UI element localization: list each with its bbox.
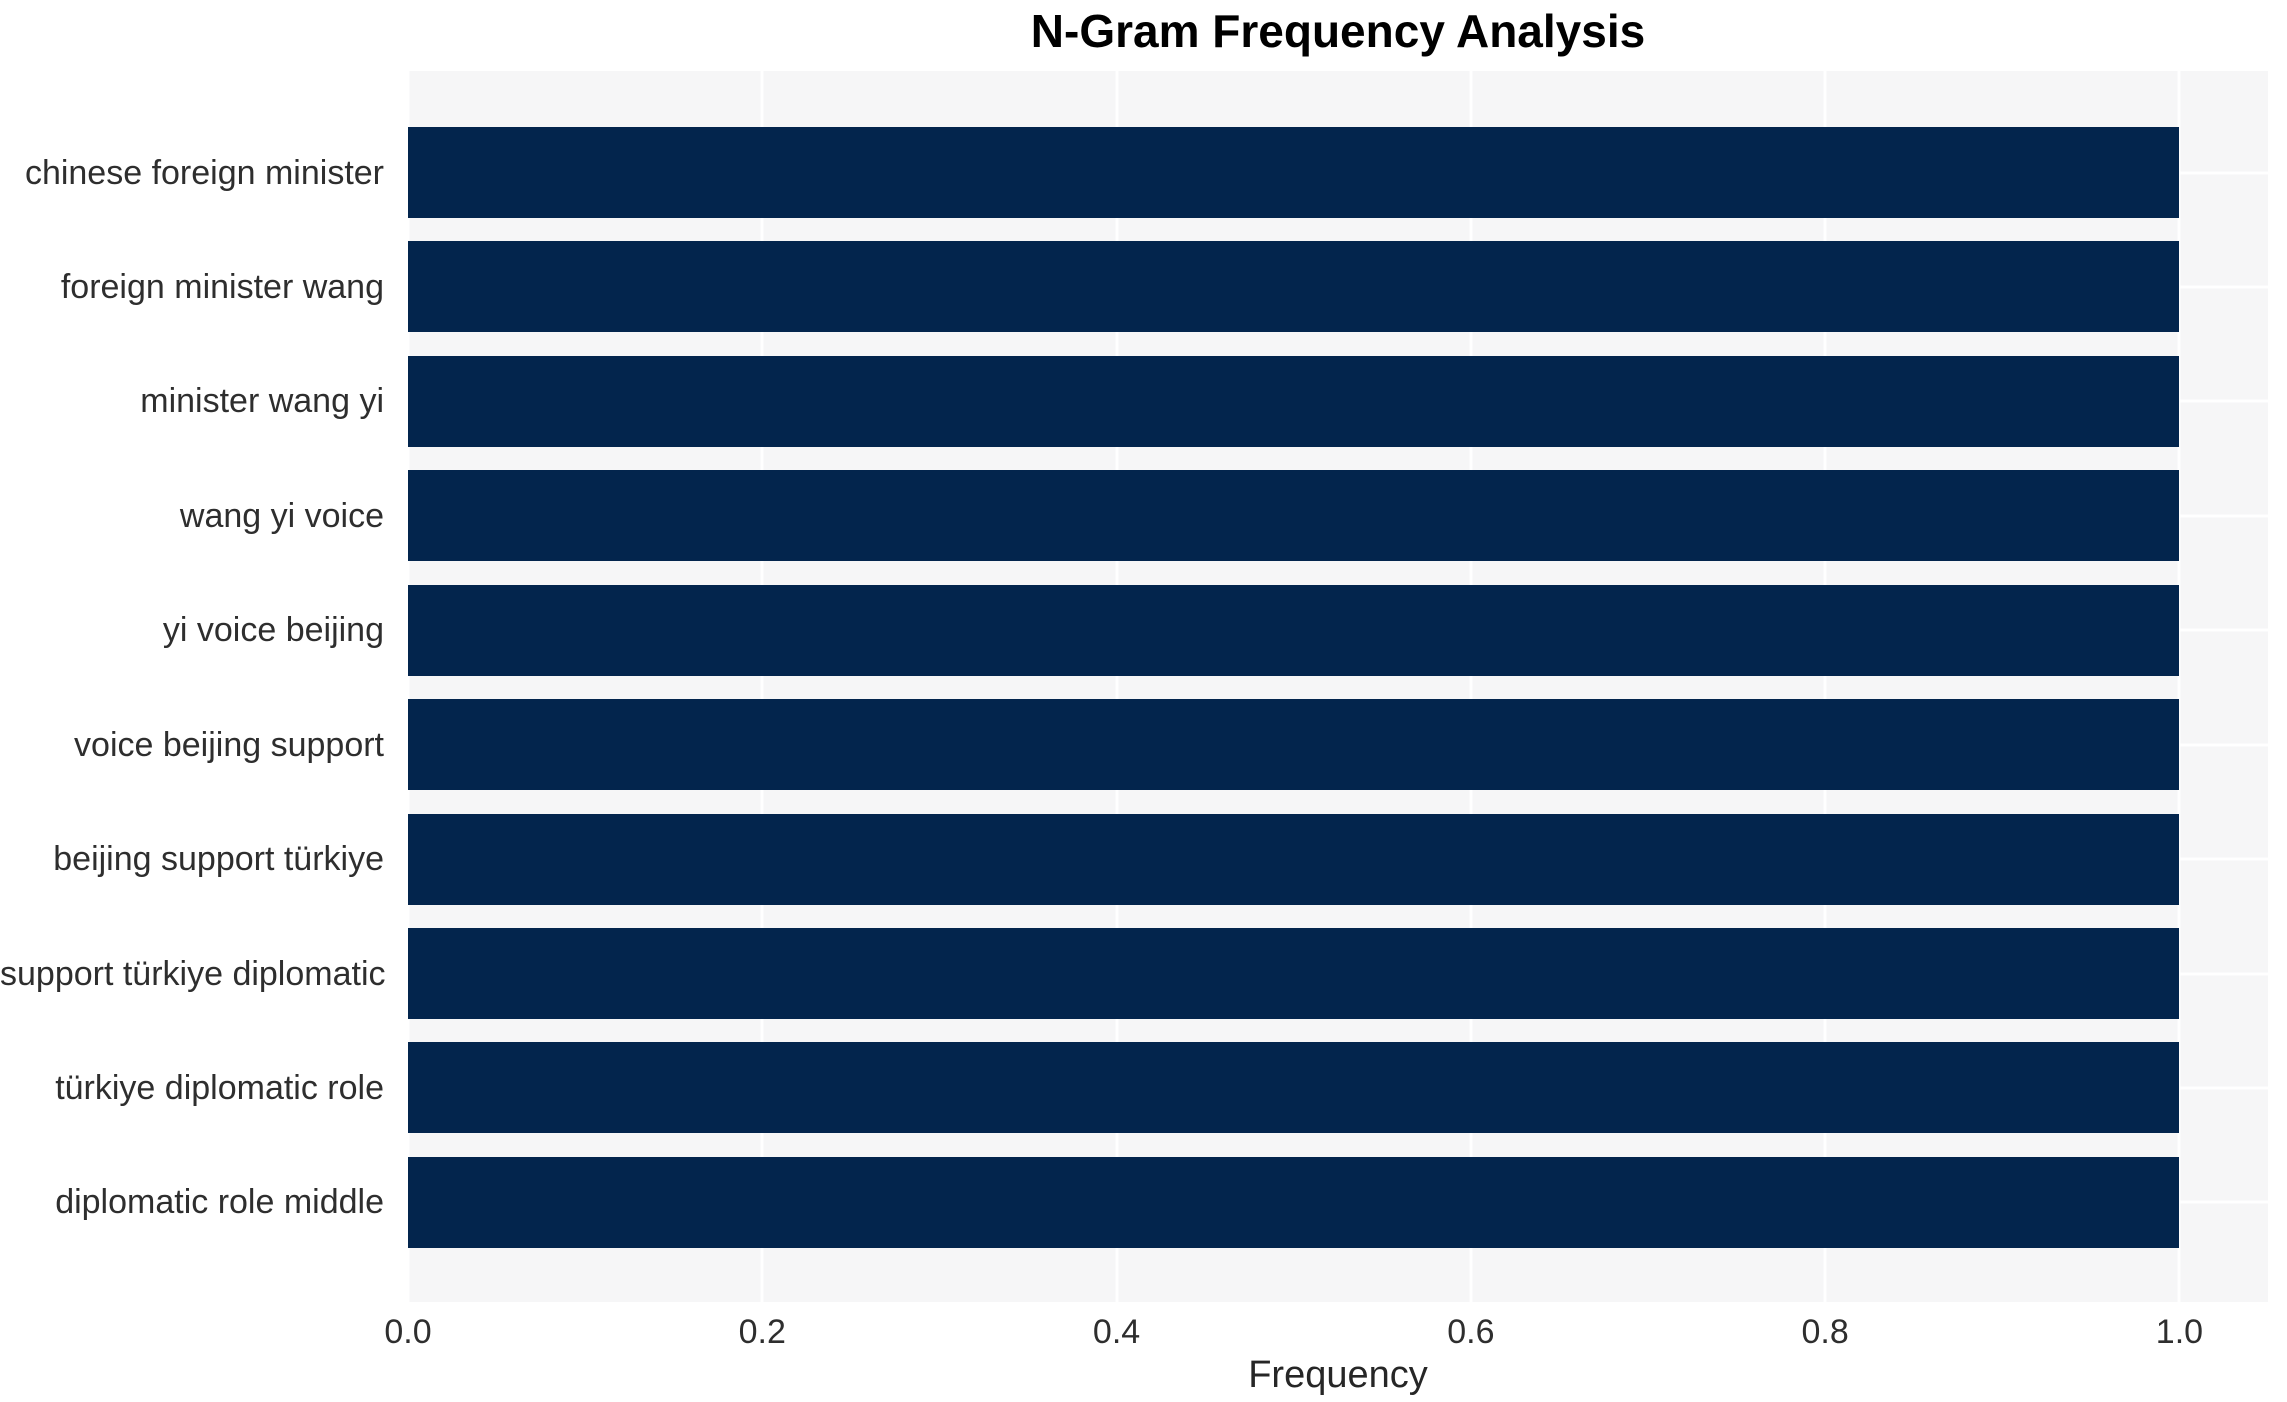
y-tick-label: beijing support türkiye	[53, 840, 384, 879]
x-gridline	[1823, 71, 1827, 1302]
bar	[408, 1156, 2180, 1248]
x-tick-label: 0.4	[1092, 1313, 1141, 1351]
x-gridline	[406, 71, 410, 1302]
y-axis-labels: chinese foreign minister foreign minister…	[0, 71, 396, 1302]
x-tick-label: 1.0	[2155, 1313, 2204, 1351]
y-tick-label: diplomatic role middle	[55, 1183, 384, 1222]
bar	[408, 699, 2180, 791]
bar	[408, 928, 2180, 1019]
x-gridline	[1469, 71, 1473, 1302]
x-gridline	[760, 71, 764, 1302]
y-tick-label: wang yi voice	[179, 496, 384, 535]
bar	[408, 355, 2180, 447]
x-tick-label: 0.6	[1447, 1313, 1495, 1351]
chart-title: N-Gram Frequency Analysis	[1030, 5, 1646, 57]
bar	[408, 584, 2180, 676]
y-tick-label: voice beijing support	[74, 725, 384, 764]
bar	[408, 127, 2180, 218]
x-tick-label: 0.2	[738, 1313, 786, 1351]
y-tick-label: chinese foreign minister	[24, 153, 384, 192]
y-tick-label: türkiye diplomatic role	[55, 1068, 384, 1107]
y-tick-label: minister wang yi	[140, 382, 384, 421]
bar	[408, 241, 2180, 333]
y-tick-label: foreign minister wang	[60, 267, 384, 306]
bar	[408, 1042, 2180, 1134]
x-gridline	[2177, 71, 2181, 1302]
bar	[408, 470, 2180, 562]
bar	[408, 813, 2180, 905]
x-axis-ticks: 0.0 0.2 0.4 0.6 0.8 1.0	[0, 1310, 2287, 1354]
y-tick-label: support türkiye diplomatic	[0, 954, 386, 993]
x-tick-label: 0.0	[384, 1313, 432, 1351]
x-gridline	[1115, 71, 1119, 1302]
y-tick-label: yi voice beijing	[162, 611, 384, 650]
x-axis-label: Frequency	[1248, 1354, 1428, 1396]
x-tick-label: 0.8	[1801, 1313, 1849, 1351]
plot-area	[406, 71, 2268, 1302]
